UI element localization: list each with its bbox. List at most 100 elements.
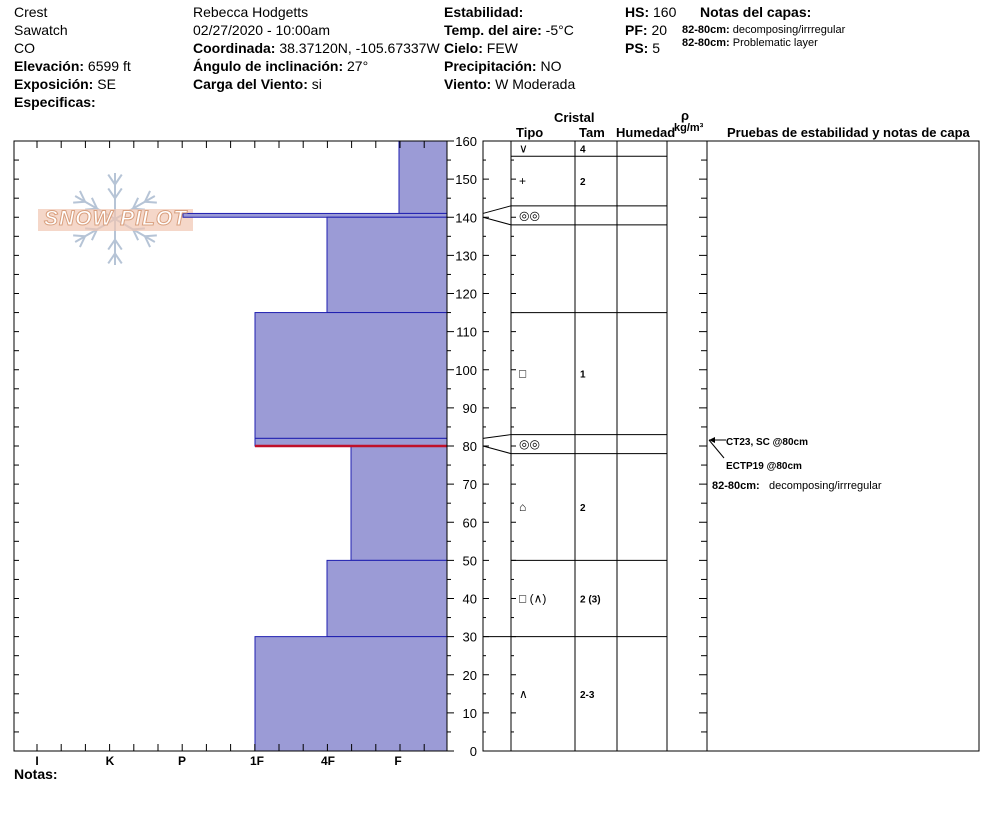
snowflake-branch	[144, 200, 157, 204]
crystal-size-label: 2	[580, 503, 586, 514]
y-tick-label: 10	[463, 706, 477, 721]
snowflake-branch	[90, 228, 98, 241]
snowflake-branch	[73, 234, 86, 238]
snowflake-branch	[114, 239, 123, 251]
elevation-value: 6599 ft	[87, 58, 131, 74]
y-tick-label: 120	[455, 287, 477, 302]
crystal-type-symbol: ◎◎	[519, 208, 540, 222]
location-name: Crest	[14, 4, 48, 20]
snowflake-branch	[107, 239, 116, 251]
pf-value: 20	[651, 22, 668, 38]
snowflake-branch	[114, 187, 123, 199]
obs-datetime: 02/27/2020 - 10:00am	[193, 22, 330, 38]
y-tick-label: 130	[455, 248, 477, 263]
snowflake-branch	[144, 234, 157, 238]
hardness-label: 4F	[321, 754, 335, 768]
y-tick-label: 110	[456, 325, 477, 340]
slope-row: Ángulo de inclinación: 27°	[193, 58, 368, 74]
layer-connector	[482, 445, 512, 455]
hs-row: HS: 160	[625, 4, 676, 20]
coord-value: 38.37120N, -105.67337W	[279, 40, 440, 56]
aspect-label: Exposición:	[14, 76, 94, 92]
sky-label: Cielo:	[444, 40, 483, 56]
layer-connector	[482, 216, 512, 226]
layer-notes-title: Notas del capas:	[700, 4, 812, 20]
type-header: Tipo	[516, 125, 544, 140]
density-unit-header: kg/m³	[674, 122, 704, 134]
layer-note: 82-80cm: decomposing/irrregular	[682, 24, 845, 36]
snowflake-branch	[79, 190, 87, 203]
crystal-type-symbol: ∧	[519, 687, 528, 701]
hardness-label: 1F	[250, 754, 264, 768]
hardness-layer-bar	[182, 212, 448, 218]
wind-load-row: Carga del Viento: si	[193, 76, 322, 92]
tests-header: Pruebas de estabilidad y notas de capa	[727, 125, 970, 140]
crystal-size-label: 2-3	[580, 690, 595, 701]
snowflake-branch	[114, 174, 123, 186]
snowflake-branch	[79, 235, 87, 248]
snowflake-branch	[114, 252, 123, 264]
ps-row: PS: 5	[625, 40, 660, 56]
y-tick-label: 20	[463, 668, 477, 683]
y-tick-label: 60	[463, 515, 477, 530]
snowflake-branch	[73, 200, 86, 204]
coord-label: Coordinada:	[193, 40, 276, 56]
pf-row: PF: 20	[625, 22, 667, 38]
snowflake-branch	[107, 252, 116, 264]
crystal-type-symbol: +	[519, 174, 526, 188]
test-result: CT23, SC @80cm	[726, 437, 808, 448]
hardness-layer-bar	[254, 636, 448, 752]
stability-label: Estabilidad:	[444, 4, 524, 20]
y-tick-label: 160	[455, 134, 477, 149]
crystal-type-symbol: □	[519, 367, 526, 381]
snowflake-branch	[90, 197, 98, 210]
elevation-label: Elevación:	[14, 58, 85, 74]
wind-load-value: si	[311, 76, 322, 92]
layer-note-text: Problematic layer	[732, 37, 818, 49]
layer-note: 82-80cm: Problematic layer	[682, 37, 818, 49]
size-header: Tam	[579, 125, 605, 140]
coord-row: Coordinada: 38.37120N, -105.67337W	[193, 40, 440, 56]
wind-value: W Moderada	[495, 76, 576, 92]
crystal-type-symbol: ∨	[519, 142, 528, 156]
test-note-depth: 82-80cm:	[712, 480, 760, 492]
snowflake-branch	[143, 190, 151, 203]
layer-note-depth: 82-80cm:	[682, 24, 730, 36]
hardness-label: K	[106, 754, 115, 768]
sky-row: Cielo: FEW	[444, 40, 518, 56]
hs-label: HS:	[625, 4, 650, 20]
hardness-layer-bar	[350, 445, 448, 561]
state: CO	[14, 40, 35, 56]
wind-load-label: Carga del Viento:	[193, 76, 308, 92]
mountain-range: Sawatch	[14, 22, 68, 38]
crystal-header: Cristal	[554, 110, 595, 125]
snowpilot-logo	[38, 173, 193, 265]
y-tick-label: 140	[455, 210, 477, 225]
humidity-header: Humedad	[616, 125, 676, 140]
air-temp-row: Temp. del aire: -5°C	[444, 22, 574, 38]
wind-row: Viento: W Moderada	[444, 76, 575, 92]
hardness-layer-bar	[326, 216, 448, 314]
crystal-size-label: 2 (3)	[580, 595, 601, 606]
crystal-size-label: 1	[580, 370, 586, 381]
layer-note-text: decomposing/irrregular	[732, 24, 846, 36]
layer-note-depth: 82-80cm:	[682, 37, 730, 49]
observer-name: Rebecca Hodgetts	[193, 4, 309, 20]
crystal-type-symbol: ⌂	[519, 500, 526, 514]
snowflake-branch	[143, 235, 151, 248]
aspect-row: Exposición: SE	[14, 76, 116, 92]
hardness-label: F	[394, 754, 401, 768]
layer-connector	[482, 434, 512, 439]
y-tick-label: 0	[470, 744, 477, 759]
hardness-layer-bar	[398, 140, 448, 214]
test-result: ECTP19 @80cm	[726, 461, 802, 472]
logo-text: SNOW PILOT	[44, 207, 187, 231]
sky-value: FEW	[486, 40, 518, 56]
hardness-layer-bar	[326, 559, 448, 638]
precip-label: Precipitación:	[444, 58, 537, 74]
snowflake-branch	[107, 174, 116, 186]
precip-value: NO	[540, 58, 562, 74]
precip-row: Precipitación: NO	[444, 58, 561, 74]
crystal-type-symbol: ◎◎	[519, 437, 540, 451]
